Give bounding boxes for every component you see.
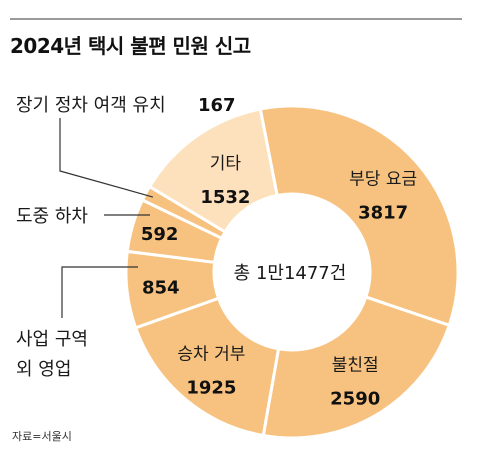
- center-total-label: 총 1만1477건: [234, 263, 347, 284]
- category-label-4: 외 영업: [16, 359, 71, 380]
- category-label-1: 부당 요금: [349, 169, 417, 189]
- value-label-6: 167: [198, 95, 236, 116]
- category-label-7: 기타: [210, 154, 242, 174]
- category-label-2: 불친절: [332, 356, 379, 376]
- value-label-7: 1532: [200, 187, 250, 208]
- category-label-3: 승차 거부: [177, 345, 245, 365]
- pie-slice-7: [148, 107, 279, 234]
- top-rule: [10, 18, 462, 20]
- leader-line-4: [61, 266, 138, 318]
- category-label-6: 장기 정차 여객 유치: [16, 95, 166, 116]
- value-label-2: 2590: [330, 389, 380, 410]
- leader-line-6: [59, 118, 154, 198]
- pie-slice-3: [134, 296, 280, 437]
- value-label-1: 3817: [358, 202, 408, 223]
- source-note: 자료=서울시: [12, 430, 72, 443]
- pie-slice-1: [258, 104, 460, 327]
- value-label-4: 854: [142, 277, 180, 298]
- pie-slice-2: [261, 295, 451, 440]
- category-label-4: 사업 구역: [16, 329, 88, 350]
- chart-title: 2024년 택시 불편 민원 신고: [10, 34, 251, 58]
- category-label-5: 도중 하차: [16, 206, 88, 227]
- value-label-5: 592: [141, 224, 179, 245]
- value-label-3: 1925: [186, 378, 236, 399]
